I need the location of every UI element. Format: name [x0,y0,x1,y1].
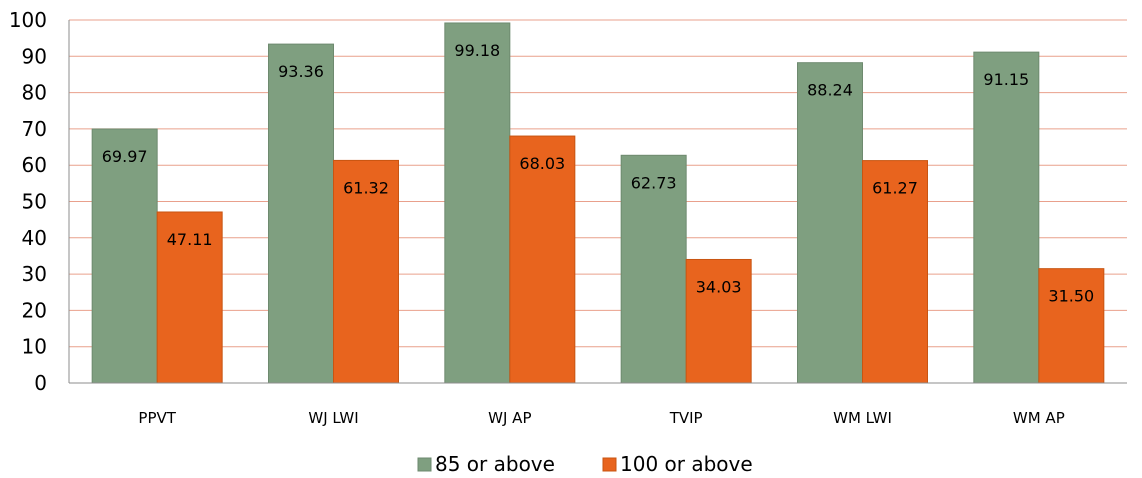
bar [1038,268,1105,384]
x-tick-label: WJ AP [488,409,531,427]
y-tick-label: 20 [22,298,47,322]
data-label: 47.11 [167,230,213,249]
gridlines [69,19,1127,348]
data-label: 93.36 [278,62,324,81]
data-label: 34.03 [696,277,742,296]
data-label: 69.97 [102,147,148,166]
y-axis: 0 10 20 30 40 50 60 70 80 90 100 [9,8,70,395]
y-tick-label: 30 [22,262,47,286]
bar [444,22,511,384]
bars [91,22,1105,384]
bar [685,258,752,384]
x-axis: PPVT WJ LWI WJ AP TVIP WM LWI WM AP [69,382,1127,427]
x-tick-label: WJ LWI [308,409,358,427]
x-tick-label: PPVT [138,409,176,427]
bar [268,43,334,384]
data-label: 68.03 [519,154,565,173]
y-tick-label: 50 [22,190,47,214]
data-label: 88.24 [807,81,853,100]
data-label: 61.27 [872,179,918,198]
bar [156,211,223,384]
x-tick-label: WM AP [1013,409,1065,427]
legend-swatch [602,457,617,472]
y-tick-label: 90 [22,44,47,68]
y-tick-label: 0 [34,371,47,395]
y-tick-label: 70 [22,117,47,141]
bar [973,51,1040,384]
legend: 85 or above 100 or above [417,452,753,476]
bar [509,135,576,384]
legend-label: 85 or above [435,452,555,476]
y-tick-label: 60 [22,153,47,177]
bar [862,160,928,384]
x-tick-label: TVIP [669,409,703,427]
data-label: 61.32 [343,178,389,197]
data-label: 99.18 [454,41,500,60]
legend-label: 100 or above [620,452,753,476]
y-tick-label: 40 [22,226,47,250]
data-labels: 69.97 47.11 93.36 61.32 99.18 68.03 62.73 34.03… [102,41,1094,306]
y-tick-label: 10 [22,335,47,359]
bar [333,159,399,384]
bar [620,154,687,384]
data-label: 62.73 [631,173,677,192]
legend-swatch [417,457,432,472]
y-tick-label: 100 [9,8,47,32]
data-label: 91.15 [983,70,1029,89]
x-tick-label: WM LWI [833,409,892,427]
bar [797,62,863,384]
bar [91,128,158,384]
y-tick-label: 80 [22,81,47,105]
data-label: 31.50 [1048,287,1094,306]
